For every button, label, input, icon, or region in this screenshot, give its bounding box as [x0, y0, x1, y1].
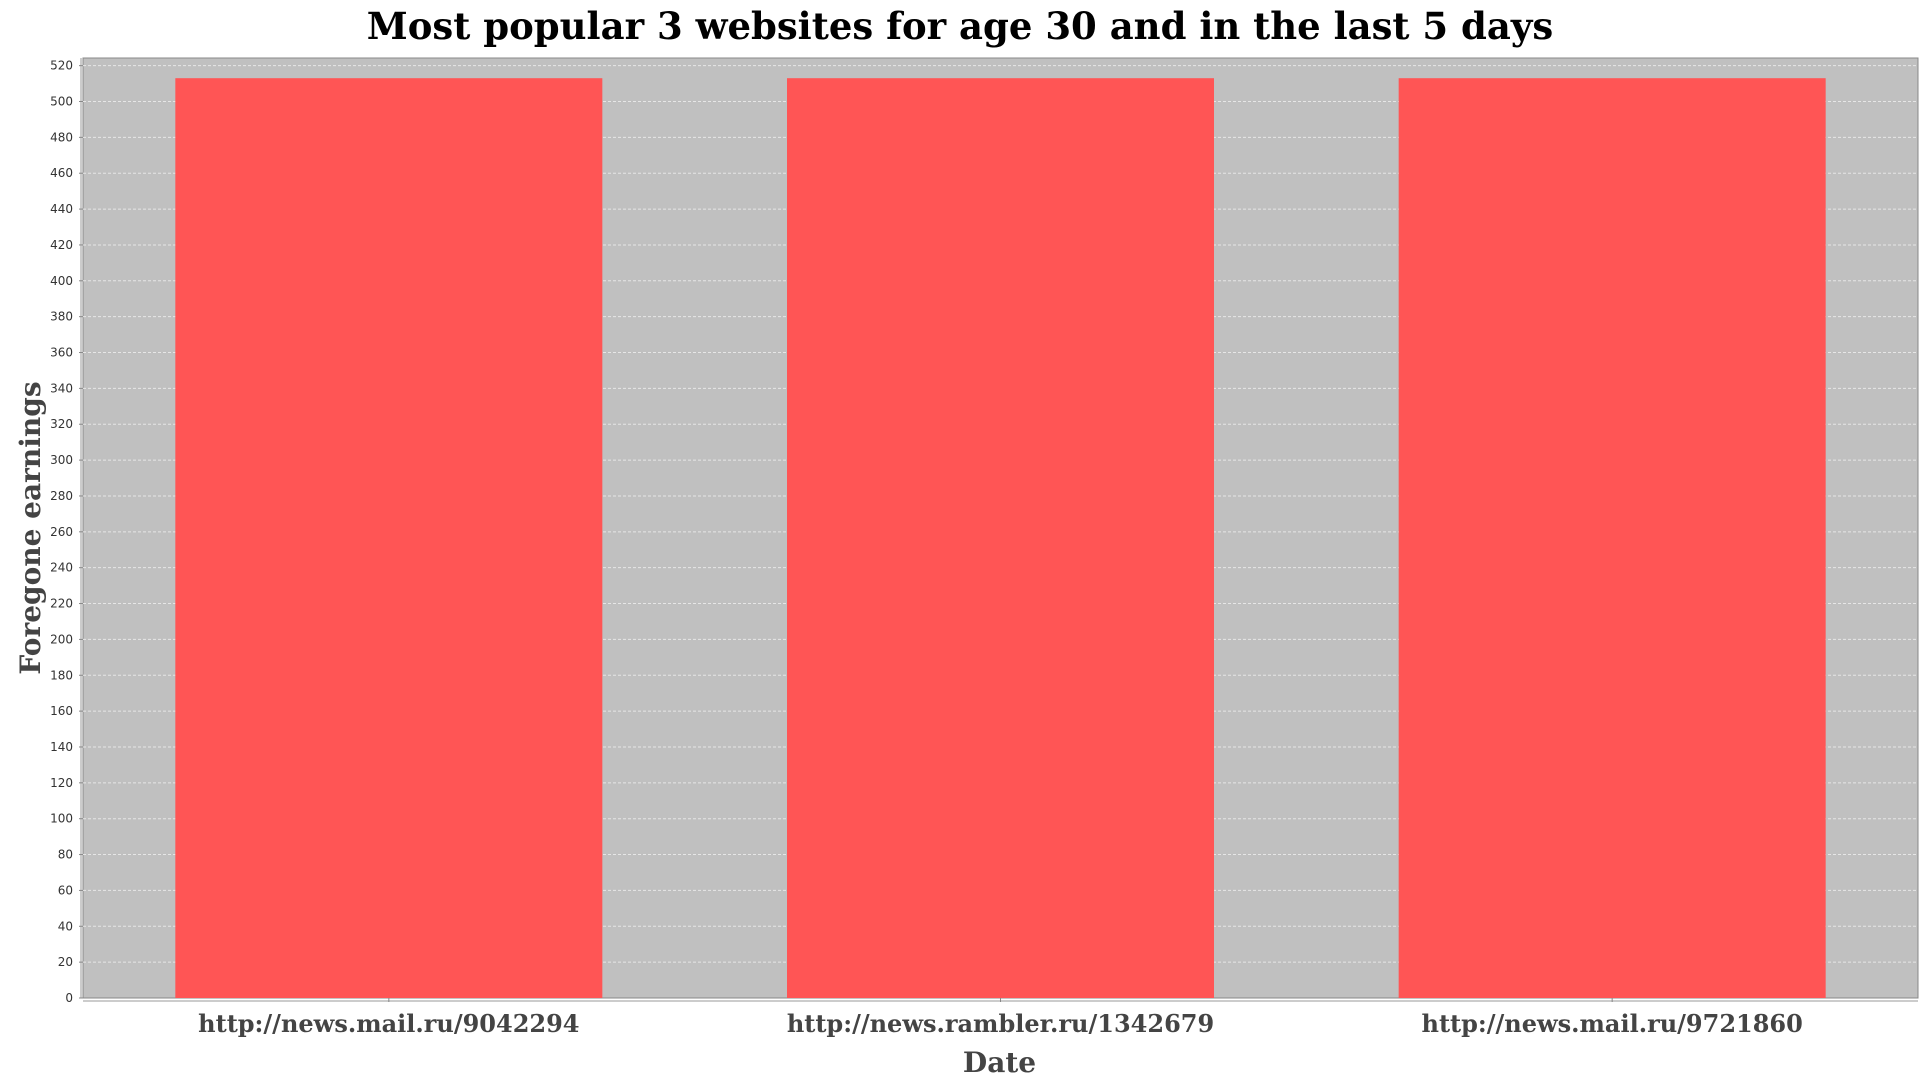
y-tick-label: 520: [50, 59, 73, 73]
y-tick-label: 80: [58, 848, 73, 862]
y-tick-label: 340: [50, 381, 73, 395]
chart-title: Most popular 3 websites for age 30 and i…: [366, 4, 1554, 48]
y-tick-label: 500: [50, 95, 73, 109]
bar: [175, 78, 603, 999]
x-axis-labels: http://news.mail.ru/9042294 http://news.r…: [198, 998, 1803, 1038]
y-tick-label: 400: [50, 274, 73, 288]
y-tick-label: 440: [50, 202, 73, 216]
y-tick-label: 40: [58, 919, 73, 933]
y-tick-label: 200: [50, 632, 73, 646]
y-tick-label: 300: [50, 453, 73, 467]
y-tick-label: 280: [50, 489, 73, 503]
y-tick-label: 460: [50, 166, 73, 180]
y-axis-ticks: 0 20 40 60 80 100 120 140 160 180 200 220 240 260 280 3…: [50, 59, 83, 1005]
y-tick-label: 320: [50, 417, 73, 431]
y-tick-label: 220: [50, 597, 73, 611]
y-tick-label: 160: [50, 704, 73, 718]
y-tick-label: 180: [50, 668, 73, 682]
y-axis-title: Foregone earnings: [14, 381, 47, 674]
x-category-label: http://news.mail.ru/9721860: [1422, 1009, 1803, 1038]
x-axis-title: Date: [963, 1046, 1036, 1079]
y-tick-label: 20: [58, 955, 73, 969]
y-tick-label: 260: [50, 525, 73, 539]
y-tick-label: 240: [50, 561, 73, 575]
y-tick-label: 140: [50, 740, 73, 754]
x-category-label: http://news.rambler.ru/1342679: [787, 1009, 1214, 1038]
y-tick-label: 360: [50, 346, 73, 360]
y-tick-label: 120: [50, 776, 73, 790]
bars: [175, 78, 1826, 999]
x-category-label: http://news.mail.ru/9042294: [198, 1009, 579, 1038]
bar: [787, 78, 1214, 999]
y-tick-label: 0: [65, 991, 73, 1005]
y-tick-label: 60: [58, 883, 73, 897]
y-tick-label: 420: [50, 238, 73, 252]
y-tick-label: 100: [50, 812, 73, 826]
y-tick-label: 380: [50, 310, 73, 324]
y-tick-label: 480: [50, 130, 73, 144]
bar: [1398, 78, 1826, 999]
